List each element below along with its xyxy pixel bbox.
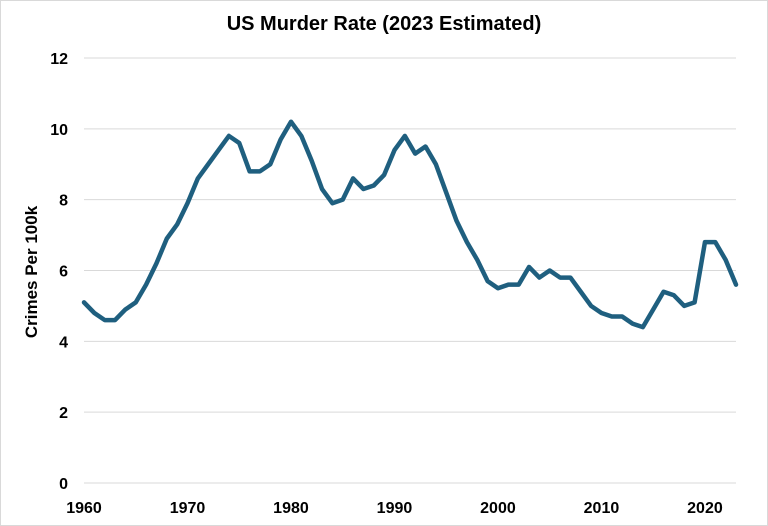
y-tick-label: 6	[59, 264, 68, 281]
series-line	[81, 119, 739, 330]
x-tick-label: 1980	[273, 500, 309, 517]
x-tick-label: 2020	[687, 500, 723, 517]
x-tick-label: 1990	[377, 500, 413, 517]
gridlines	[84, 57, 736, 484]
y-tick-label: 12	[50, 51, 68, 68]
y-axis-ticks: 0 2 4 6 8 10 12	[50, 51, 68, 493]
y-tick-label: 4	[59, 334, 68, 351]
x-axis-ticks: 1960 1970 1980 1990 2000 2010 2020	[66, 500, 723, 517]
chart-title: US Murder Rate (2023 Estimated)	[227, 13, 542, 35]
y-tick-label: 8	[59, 193, 68, 210]
y-tick-label: 10	[50, 122, 68, 139]
x-tick-label: 1970	[170, 500, 206, 517]
y-tick-label: 0	[59, 476, 68, 493]
y-axis-label: Crimes Per 100k	[22, 205, 41, 338]
x-tick-label: 2000	[480, 500, 516, 517]
y-tick-label: 2	[59, 405, 68, 422]
x-tick-label: 1960	[66, 500, 102, 517]
x-tick-label: 2010	[584, 500, 620, 517]
